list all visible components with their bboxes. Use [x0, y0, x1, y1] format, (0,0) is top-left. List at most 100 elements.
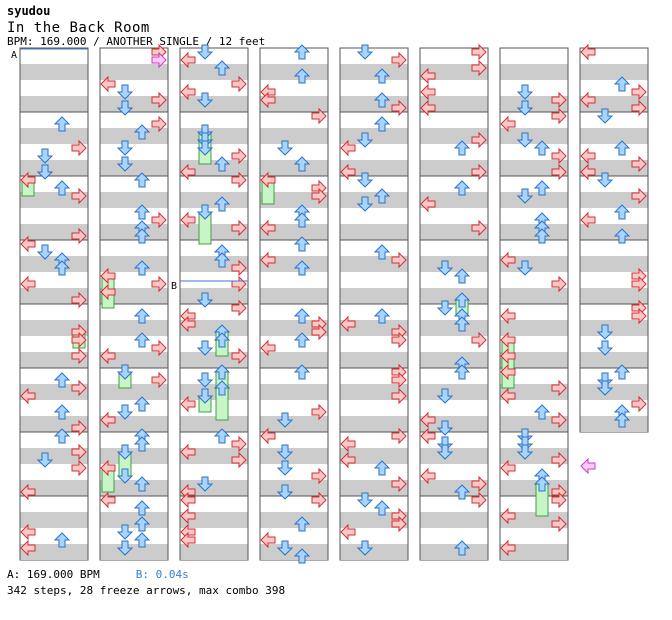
beat-stripe: [340, 224, 408, 240]
beat-stripe: [100, 448, 168, 464]
beat-stripe: [420, 64, 488, 80]
beat-stripe: [260, 384, 328, 400]
right-arrow: [231, 219, 247, 237]
up-arrow: [133, 308, 151, 324]
right-arrow: [471, 475, 487, 493]
up-arrow: [613, 228, 631, 244]
beat-stripe: [20, 448, 88, 464]
down-arrow: [196, 372, 214, 388]
up-arrow: [373, 188, 391, 204]
left-arrow: [500, 331, 516, 349]
beat-stripe: [340, 288, 408, 304]
left-arrow: [340, 435, 356, 453]
left-arrow: [20, 539, 36, 557]
beat-stripe: [20, 512, 88, 528]
up-arrow: [453, 292, 471, 308]
beat-stripe: [100, 192, 168, 208]
right-arrow: [631, 187, 647, 205]
beat-stripe: [180, 128, 248, 144]
beat-stripe: [180, 320, 248, 336]
left-arrow: [180, 315, 196, 333]
up-arrow: [133, 476, 151, 492]
right-arrow: [231, 347, 247, 365]
up-arrow: [133, 124, 151, 140]
left-arrow: [260, 219, 276, 237]
right-arrow: [391, 51, 407, 69]
up-arrow: [293, 308, 311, 324]
right-arrow: [151, 115, 167, 133]
up-arrow: [293, 516, 311, 532]
beat-stripe: [100, 512, 168, 528]
right-arrow: [391, 515, 407, 533]
left-arrow: [580, 43, 596, 61]
beat-stripe: [100, 64, 168, 80]
left-arrow: [100, 459, 116, 477]
up-arrow: [213, 196, 231, 212]
beat-stripe: [180, 416, 248, 432]
beat-stripe: [340, 416, 408, 432]
right-arrow: [471, 219, 487, 237]
right-arrow: [551, 91, 567, 109]
up-arrow: [213, 156, 231, 172]
left-arrow: [420, 83, 436, 101]
left-arrow: [420, 427, 436, 445]
right-arrow: [391, 427, 407, 445]
down-arrow: [196, 92, 214, 108]
up-arrow: [453, 180, 471, 196]
beat-stripe: [500, 224, 568, 240]
left-arrow: [100, 411, 116, 429]
down-arrow: [436, 388, 454, 404]
beat-stripe: [500, 64, 568, 80]
beat-stripe: [20, 192, 88, 208]
down-arrow: [436, 260, 454, 276]
right-arrow: [551, 107, 567, 125]
left-arrow: [260, 339, 276, 357]
beat-stripe: [500, 256, 568, 272]
up-arrow: [133, 436, 151, 452]
up-arrow: [133, 332, 151, 348]
up-arrow: [373, 460, 391, 476]
right-arrow: [551, 451, 567, 469]
down-arrow: [436, 420, 454, 436]
down-arrow: [36, 164, 54, 180]
left-arrow: [580, 457, 596, 475]
beat-stripe: [340, 128, 408, 144]
up-arrow: [373, 244, 391, 260]
down-arrow: [36, 148, 54, 164]
right-arrow: [311, 403, 327, 421]
right-arrow: [391, 99, 407, 117]
down-arrow: [356, 492, 374, 508]
right-arrow: [151, 339, 167, 357]
up-arrow: [533, 140, 551, 156]
up-arrow: [133, 228, 151, 244]
song-title: In the Back Room: [7, 20, 150, 36]
beat-stripe: [20, 288, 88, 304]
right-arrow: [631, 307, 647, 325]
right-arrow: [151, 51, 167, 69]
up-arrow: [373, 116, 391, 132]
left-arrow: [180, 507, 196, 525]
beat-stripe: [500, 320, 568, 336]
beat-stripe: [340, 192, 408, 208]
beat-stripe: [500, 96, 568, 112]
beat-stripe: [180, 352, 248, 368]
right-arrow: [231, 451, 247, 469]
up-arrow: [373, 308, 391, 324]
beat-stripe: [180, 224, 248, 240]
chart-meta: BPM: 169.000 / ANOTHER SINGLE / 12 feet: [7, 35, 266, 48]
up-arrow: [293, 156, 311, 172]
up-arrow: [213, 252, 231, 268]
right-arrow: [471, 331, 487, 349]
up-arrow: [453, 484, 471, 500]
bpm-legend: A: 169.000 BPM B: 0.04s: [7, 568, 189, 581]
right-arrow: [631, 395, 647, 413]
beat-stripe: [180, 512, 248, 528]
left-arrow: [20, 275, 36, 293]
beat-stripe: [180, 288, 248, 304]
beat-stripe: [420, 224, 488, 240]
right-arrow: [71, 331, 87, 349]
beat-stripe: [420, 256, 488, 272]
left-arrow: [420, 195, 436, 213]
left-arrow: [580, 147, 596, 165]
right-arrow: [311, 491, 327, 509]
